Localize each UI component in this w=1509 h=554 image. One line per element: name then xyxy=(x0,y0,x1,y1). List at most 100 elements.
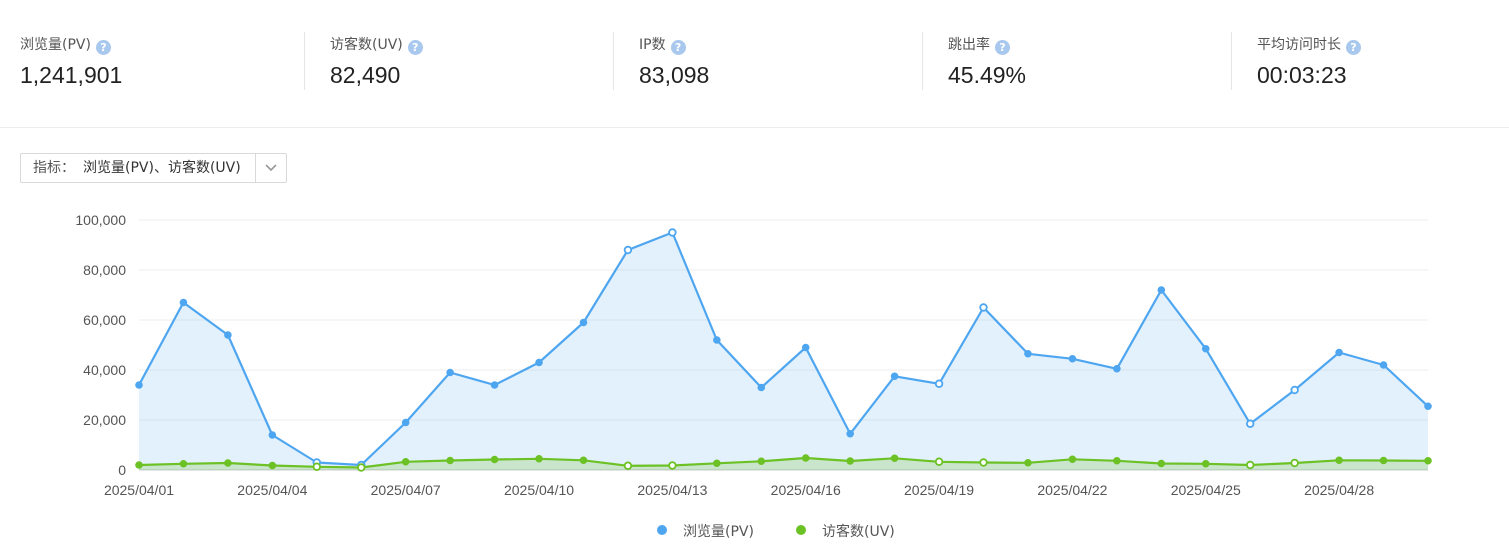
x-tick-label: 2025/04/19 xyxy=(904,482,974,498)
x-tick-label: 2025/04/01 xyxy=(104,482,174,498)
legend-label[interactable]: 访客数(UV) xyxy=(822,523,895,540)
data-point[interactable] xyxy=(801,454,810,462)
chevron-down-icon xyxy=(265,164,277,172)
x-tick-label: 2025/04/22 xyxy=(1037,482,1107,498)
data-point[interactable] xyxy=(312,462,321,471)
data-point[interactable] xyxy=(579,456,588,465)
data-point[interactable] xyxy=(1024,349,1032,358)
help-icon[interactable]: ? xyxy=(670,40,686,55)
data-point[interactable] xyxy=(1246,460,1255,470)
data-point[interactable] xyxy=(179,459,188,468)
data-point[interactable] xyxy=(490,381,499,389)
data-point[interactable] xyxy=(623,461,633,470)
metric-select-value: 浏览量(PV)、访客数(UV) xyxy=(83,160,241,176)
stat-value: 45.49% xyxy=(948,62,1027,88)
data-point[interactable] xyxy=(268,431,277,439)
legend-label[interactable]: 浏览量(PV) xyxy=(683,524,754,540)
stat-avg-duration: 平均访问时长? 00:03:23 xyxy=(1231,32,1502,90)
stat-label: 平均访问时长 xyxy=(1257,37,1341,53)
data-point[interactable] xyxy=(179,298,188,307)
stats-bar: 浏览量(PV)? 1,241,901 访客数(UV)? 82,490 IP数? … xyxy=(0,0,1509,128)
y-tick-label: 40,000 xyxy=(83,362,126,378)
stat-ip: IP数? 83,098 xyxy=(613,32,914,90)
data-point[interactable] xyxy=(934,457,944,466)
stat-value: 82,490 xyxy=(330,62,401,88)
stat-label: 跳出率 xyxy=(948,37,990,53)
metric-select[interactable]: 指标： 浏览量(PV)、访客数(UV) xyxy=(20,153,287,183)
help-icon[interactable]: ? xyxy=(995,40,1010,55)
data-point[interactable] xyxy=(224,459,232,467)
data-point[interactable] xyxy=(579,318,588,327)
y-tick-label: 20,000 xyxy=(83,412,126,428)
data-point[interactable] xyxy=(757,383,766,392)
data-point[interactable] xyxy=(1246,419,1255,428)
data-point[interactable] xyxy=(401,418,410,427)
series-line xyxy=(138,231,1429,467)
data-point[interactable] xyxy=(1157,459,1166,468)
data-point[interactable] xyxy=(934,379,944,388)
data-point[interactable] xyxy=(1201,459,1210,468)
data-point[interactable] xyxy=(801,343,810,352)
series-line xyxy=(138,456,1429,469)
data-point[interactable] xyxy=(1068,354,1077,363)
data-point[interactable] xyxy=(401,457,410,466)
data-point[interactable] xyxy=(135,381,143,389)
x-tick-label: 2025/04/25 xyxy=(1171,482,1241,498)
data-point[interactable] xyxy=(1290,458,1299,468)
data-point[interactable] xyxy=(1024,458,1032,467)
data-point[interactable] xyxy=(890,372,899,381)
data-point[interactable] xyxy=(1379,361,1388,369)
data-point[interactable] xyxy=(846,457,854,465)
data-point[interactable] xyxy=(757,457,766,466)
data-point[interactable] xyxy=(1113,364,1121,373)
data-point[interactable] xyxy=(1157,286,1166,294)
data-point[interactable] xyxy=(668,228,677,237)
data-point[interactable] xyxy=(668,461,677,470)
help-icon[interactable]: ? xyxy=(1346,40,1361,55)
metric-select-prefix: 指标： xyxy=(33,160,75,176)
series-area xyxy=(139,232,1428,470)
data-point[interactable] xyxy=(623,245,633,255)
stat-label: 浏览量(PV) xyxy=(20,37,91,53)
data-point[interactable] xyxy=(490,455,499,464)
data-point[interactable] xyxy=(1424,456,1432,465)
data-point[interactable] xyxy=(446,368,454,377)
legend-marker xyxy=(796,525,806,535)
stat-bounce-rate: 跳出率? 45.49% xyxy=(922,32,1223,90)
data-point[interactable] xyxy=(446,456,454,465)
data-point[interactable] xyxy=(979,458,988,467)
data-point[interactable] xyxy=(268,461,277,470)
data-point[interactable] xyxy=(1424,402,1432,411)
stat-value: 1,241,901 xyxy=(20,62,123,88)
data-point[interactable] xyxy=(979,303,988,312)
help-icon[interactable]: ? xyxy=(407,40,423,55)
legend-marker xyxy=(657,525,667,535)
data-point[interactable] xyxy=(1335,456,1343,465)
stat-value: 83,098 xyxy=(639,62,710,88)
data-point[interactable] xyxy=(846,429,854,438)
data-point[interactable] xyxy=(1379,456,1388,465)
data-point[interactable] xyxy=(1068,455,1077,464)
stat-label: IP数 xyxy=(639,37,666,53)
data-point[interactable] xyxy=(1201,344,1210,353)
data-point[interactable] xyxy=(1290,385,1299,395)
y-tick-label: 100,000 xyxy=(75,212,126,228)
data-point[interactable] xyxy=(713,336,721,344)
help-icon[interactable]: ? xyxy=(95,40,111,55)
stat-uv: 访客数(UV)? 82,490 xyxy=(304,32,630,90)
line-chart: 0 20,000 40,000 60,000 80,000 100,000 2025/04/… xyxy=(75,212,1432,540)
data-point[interactable] xyxy=(890,454,899,463)
data-point[interactable] xyxy=(535,358,543,367)
data-point[interactable] xyxy=(713,459,721,468)
stat-pv: 浏览量(PV)? 1,241,901 xyxy=(20,32,320,90)
data-point[interactable] xyxy=(357,463,366,472)
data-point[interactable] xyxy=(1113,456,1121,465)
metric-select-arrow[interactable] xyxy=(255,154,286,182)
data-point[interactable] xyxy=(135,461,143,469)
x-tick-label: 2025/04/10 xyxy=(504,482,574,498)
data-point[interactable] xyxy=(224,331,232,339)
y-tick-label: 60,000 xyxy=(83,312,126,328)
data-point[interactable] xyxy=(535,454,543,463)
y-tick-label: 80,000 xyxy=(83,262,126,278)
data-point[interactable] xyxy=(1335,348,1343,357)
